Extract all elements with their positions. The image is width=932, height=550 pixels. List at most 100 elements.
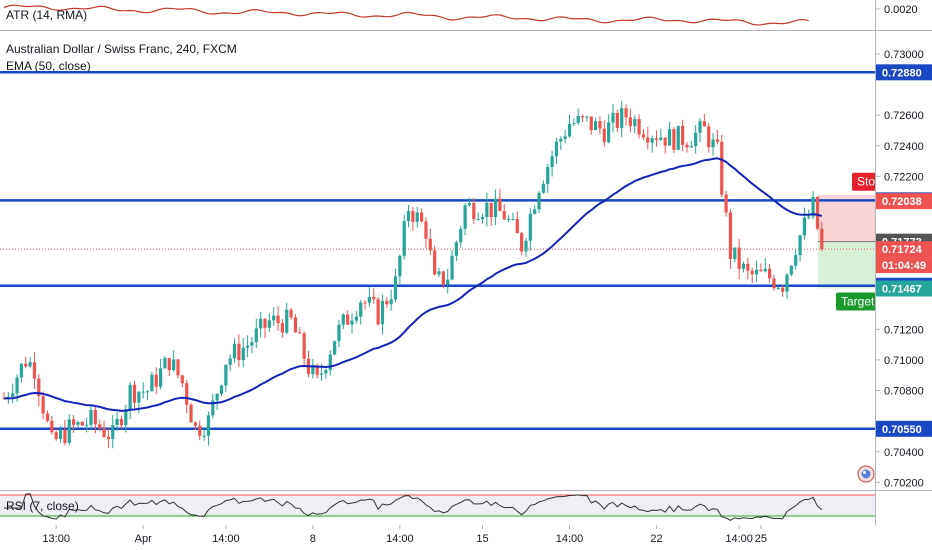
level-price-tag-0-text: 0.72880 (882, 67, 922, 79)
candle-body (106, 436, 110, 440)
level-price-tag-3-text: 0.70550 (882, 424, 922, 436)
candle-body (411, 210, 415, 222)
candle-body (772, 278, 776, 289)
candle-body (389, 299, 393, 305)
candle-body (433, 250, 437, 275)
candle-body (189, 404, 193, 423)
candle-body (337, 324, 341, 342)
candle-body (733, 247, 737, 259)
candle-body (524, 240, 528, 252)
atr-tick-label: 0.0020 (884, 4, 918, 16)
stop-tag-label: Stop (857, 175, 876, 189)
candle-body (324, 370, 328, 374)
stop-tag (852, 172, 878, 191)
candle-body (380, 300, 385, 325)
candle-body (802, 217, 806, 236)
candle-body (150, 374, 154, 392)
candle-body (811, 196, 815, 217)
rsi-pane[interactable] (0, 491, 876, 525)
candle-body (715, 139, 719, 142)
main-price-pane[interactable]: Stop Target (0, 31, 882, 490)
candle-body (37, 378, 41, 397)
candle-body (119, 418, 124, 426)
candle-body (541, 183, 545, 193)
rsi-indicator (0, 493, 876, 521)
price-chart: Stop Target (0, 71, 882, 449)
candle-body (815, 196, 820, 229)
ema-legend[interactable]: EMA (50, close) (6, 59, 91, 73)
candle-body (820, 228, 824, 250)
candle-body (359, 302, 363, 317)
candle-body (498, 198, 502, 211)
candle-body (480, 217, 485, 220)
candle-body (781, 287, 785, 292)
candle-body (454, 242, 458, 256)
candle-body (711, 139, 715, 148)
candle-body (689, 146, 693, 148)
candle-body (32, 362, 37, 379)
candle-body (393, 276, 398, 300)
candle-body (72, 419, 76, 425)
candle-body (533, 209, 537, 214)
candle-body (537, 192, 541, 210)
candle-body (698, 121, 702, 133)
candle-body (41, 396, 45, 414)
candle-body (193, 422, 197, 426)
candle-body (285, 309, 289, 333)
candle-body (159, 368, 163, 387)
candle-body (667, 129, 672, 146)
candle-body (124, 408, 128, 426)
candle-body (572, 122, 576, 124)
price-tag-0 (876, 193, 932, 210)
candle-body (676, 125, 680, 150)
candle-body (67, 419, 71, 443)
candle-body (441, 271, 445, 285)
globe-icon[interactable] (856, 464, 876, 484)
candle-body (172, 359, 176, 371)
candle-body (376, 299, 380, 325)
level-price-tag-3 (876, 420, 932, 437)
rsi-legend[interactable]: RSI (7, close) (6, 499, 79, 513)
candle-body (746, 263, 750, 271)
level-price-tag-0 (876, 64, 932, 81)
candle-body (476, 219, 480, 221)
candle-body (15, 377, 19, 394)
pane-divider-top[interactable] (0, 30, 932, 31)
candle-body (341, 314, 345, 325)
candle-body (589, 116, 593, 131)
price-tag-3 (876, 257, 932, 274)
atr-pane[interactable] (0, 0, 876, 30)
candle-body (280, 323, 284, 333)
candle-body (707, 126, 711, 148)
candle-body (89, 410, 93, 425)
atr-legend[interactable]: ATR (14, RMA) (6, 8, 88, 22)
candle-body (750, 270, 754, 275)
time-tick-label: Apr (135, 533, 152, 545)
candle-body (580, 115, 585, 118)
candle-body (254, 328, 258, 343)
candle-body (420, 212, 424, 222)
candle-body (598, 121, 602, 129)
time-tick-label: 14:00 (556, 533, 584, 545)
time-tick-label: 8 (310, 533, 316, 545)
pane-divider-bottom[interactable] (0, 490, 932, 491)
candle-body (654, 138, 659, 140)
candle-body (224, 364, 228, 386)
candle-body (206, 415, 211, 436)
candle-body (202, 435, 206, 437)
candle-body (576, 115, 580, 123)
candle-body (11, 393, 15, 397)
candle-body (754, 269, 759, 275)
candle-body (646, 137, 650, 143)
price-axis[interactable]: 0.730000.726000.724000.722000.718000.716… (876, 0, 932, 525)
candle-body (424, 221, 428, 239)
symbol-title[interactable]: Australian Dollar / Swiss Franc, 240, FX… (6, 42, 237, 56)
candle-body (298, 332, 302, 334)
time-tick-label: 14:00 (386, 533, 414, 545)
atr-indicator (3, 4, 809, 26)
time-axis[interactable]: 13:00 Apr 14:00 8 14:00 15 14:00 22 14:00 25 (0, 525, 932, 550)
candle-body (385, 300, 389, 305)
candle-body (311, 365, 315, 375)
candle-body (302, 333, 306, 359)
candle-body (459, 228, 463, 243)
